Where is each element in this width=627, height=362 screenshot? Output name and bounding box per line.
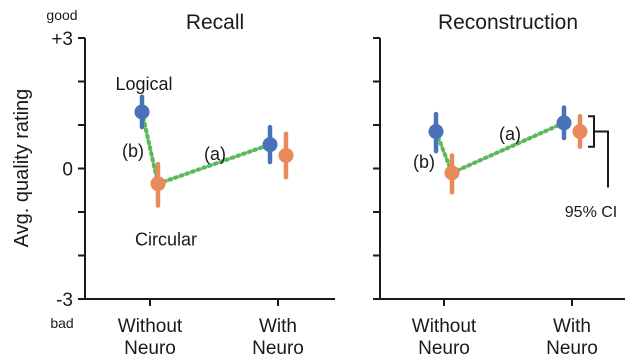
effect-a-line (450, 120, 566, 175)
effect-b-line (140, 109, 160, 186)
data-point (262, 137, 278, 153)
y-tick-label: 0 (62, 160, 73, 181)
ci-legend-label: 95% CI (565, 204, 617, 221)
data-point (134, 104, 150, 120)
panel-title: Recall (186, 11, 244, 34)
panel-recall: Recall +3 0 -3 Without Neuro With Neuro Logical C… (51, 11, 335, 359)
ci-bracket (588, 115, 595, 148)
series-label: Circular (135, 230, 197, 250)
annotation-a: (a) (204, 144, 226, 164)
data-point (556, 115, 572, 131)
annotation-a: (a) (499, 124, 521, 144)
ci-bracket-leader (594, 130, 609, 188)
x-tick-label: With Neuro (546, 316, 598, 359)
y-bad-label: bad (50, 315, 73, 331)
annotation-b: (b) (413, 152, 435, 172)
y-axis-label: Avg. quality rating (11, 89, 33, 248)
effect-a-line (156, 142, 272, 186)
y-good-label: good (46, 7, 77, 23)
data-point (150, 176, 166, 192)
series-label: Logical (115, 74, 172, 94)
y-tick-label: +3 (51, 29, 73, 50)
data-point (444, 165, 460, 181)
panel-reconstruction: Reconstruction Without Neuro With Neuro (a) (b… (373, 11, 625, 359)
x-tick-label: Without Neuro (118, 316, 183, 359)
y-tick-label: -3 (56, 290, 73, 311)
data-point (428, 124, 444, 140)
data-point (572, 124, 588, 140)
data-point (278, 147, 294, 163)
x-tick-label: Without Neuro (412, 316, 477, 359)
x-tick-label: With Neuro (252, 316, 304, 359)
annotation-b: (b) (122, 141, 144, 161)
panel-title: Reconstruction (438, 11, 578, 34)
